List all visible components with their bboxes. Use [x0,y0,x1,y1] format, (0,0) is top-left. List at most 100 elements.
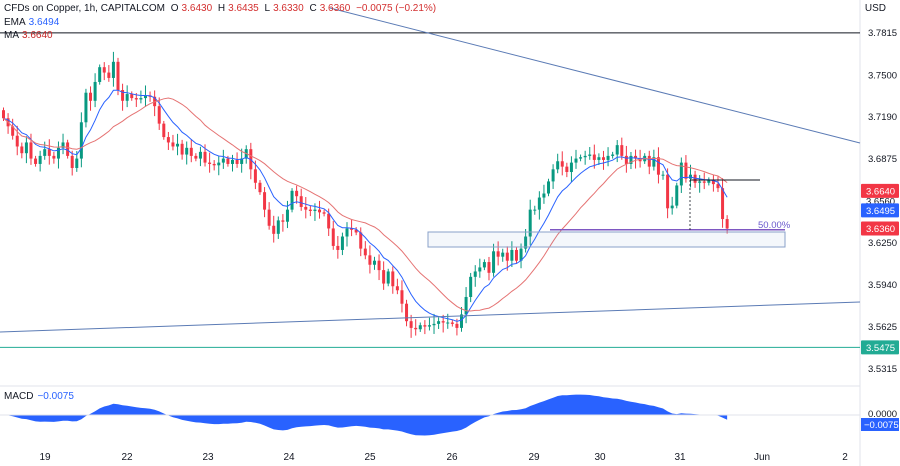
candle-body [116,61,120,91]
time-tick: 23 [202,452,214,463]
candle-body [121,90,125,101]
candle-body [235,159,239,164]
price-badge-bg [861,203,899,218]
price-badge-bg [861,340,899,355]
candle-body [308,209,312,211]
price-tick: 3.5625 [868,322,897,333]
price-tick: 3.7190 [868,112,897,123]
candle-body [212,163,216,166]
candle-body [592,154,596,160]
candle-body [547,181,551,194]
candle-body [693,174,697,183]
price-tick: 3.7815 [868,28,897,39]
candle-body [171,142,175,147]
ema-legend[interactable]: EMA 3.6494 [4,16,62,29]
open-value: 3.6430 [181,3,213,14]
macd-tick: 0.0000 [868,409,897,420]
candle-body [139,98,143,100]
price-badge-bg [861,221,899,236]
time-axis: 19 22 23 24 25 26 29 30 31 Jun 2 [39,452,848,463]
macd-badge-bg [861,418,899,431]
candle-body [460,314,463,328]
overlays: 50.00% [0,7,861,348]
candle-body [684,162,688,179]
candle-body [656,157,660,175]
candle-body [670,205,674,209]
candle-body [318,209,322,213]
candle-body [93,81,97,101]
candle-body [299,196,303,207]
candle-body [395,286,399,291]
candle-body [647,155,651,167]
candle-body [20,146,24,154]
time-tick: 19 [39,452,51,463]
change-value: −0.0075 (−0.21%) [356,3,437,14]
candle-body [638,158,642,162]
macd-pane: 0.0000−0.0075 [0,394,899,436]
fib-zone [427,231,786,248]
candle-body [519,248,523,261]
time-tick: 30 [594,452,606,463]
candle-body [542,193,546,198]
candle-body [501,252,505,257]
candle-body [281,220,285,222]
candle-body [560,161,564,167]
candle-body [721,188,725,220]
close-value: 3.6360 [319,3,351,14]
candle-body [313,209,317,211]
candle-body [569,162,573,173]
candle-body [327,213,331,229]
candle-body [588,154,592,156]
candle-body [469,276,473,297]
candle-body [38,155,42,164]
candle-body [272,225,276,234]
candle-body [130,94,134,99]
candle-body [528,209,532,237]
candle-body [450,322,454,324]
candle-body [556,161,560,170]
candle-body [359,232,363,249]
candle-body [629,155,633,164]
candle-body [336,245,340,250]
fib-50-label: 50.00% [758,220,791,231]
candle-body [441,321,445,323]
candle-body [405,303,409,322]
candle-body [185,147,189,155]
candle-body [75,158,79,168]
candle-body [652,157,656,167]
candle-body [533,209,537,211]
candle-body [418,325,422,330]
candle-body [125,94,129,101]
macd-legend[interactable]: MACD −0.0075 [4,391,74,402]
candle-body [295,190,299,197]
candle-body [61,142,65,148]
candle-body [258,182,262,193]
candle-body [89,92,93,101]
candle-body [482,262,486,268]
candle-body [267,209,271,226]
candle-body [2,110,5,119]
candle-body [70,155,74,168]
candle-body [231,159,234,164]
candle-body [372,260,376,265]
candle-body [43,149,47,156]
candle-body [176,143,180,147]
candle-body [290,190,294,210]
candle-body [551,169,555,182]
candle-body [400,290,404,304]
candle-body [363,248,367,256]
candle-body [98,67,102,82]
candle-body [409,321,413,328]
ma-legend[interactable]: MA 3.6640 [4,29,56,42]
candle-body [345,228,349,237]
time-tick: 26 [446,452,458,463]
candle-body [368,255,372,265]
candle-body [414,327,418,330]
time-tick: 24 [283,452,295,463]
price-tick: 3.5315 [868,364,897,375]
candle-body [478,267,482,272]
chart-grid [0,0,861,466]
time-tick: 29 [528,452,540,463]
candle-body [615,145,619,155]
